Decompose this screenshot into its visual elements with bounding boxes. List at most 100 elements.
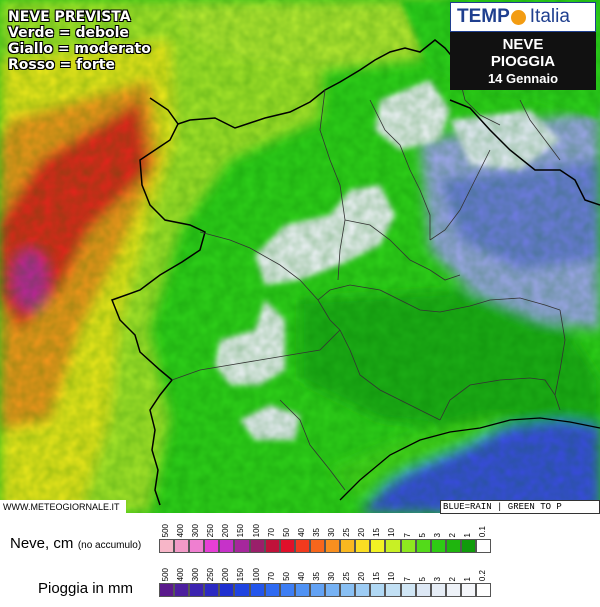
coastline (339, 417, 600, 501)
snow-scale-cell: 3 (430, 533, 446, 553)
rain-scale-cell: 40 (294, 572, 310, 597)
rain-scale-swatch (249, 583, 265, 597)
snow-scale-tick-label: 25 (342, 528, 352, 537)
title-pioggia: PIOGGIA (490, 53, 556, 70)
snow-scale-tick-label: 70 (266, 528, 276, 537)
rain-scale-tick-label: 10 (387, 572, 397, 581)
snow-scale-swatch (415, 539, 431, 553)
rain-scale-tick-label: 25 (342, 572, 352, 581)
snow-scale-swatch (340, 539, 356, 553)
snow-scale-tick-label: 15 (372, 528, 382, 537)
snow-scale-tick-label: 35 (311, 528, 321, 537)
snow-scale-cell: 20 (355, 528, 371, 553)
snow-scale-tick-label: 200 (221, 523, 231, 537)
snow-scale-tick-label: 2 (447, 532, 457, 537)
rain-scale-swatch (159, 583, 175, 597)
snow-scale-note: (no accumulo) (77, 540, 142, 551)
rain-scale-tick-label: 5 (417, 576, 427, 581)
snow-scale-tick-label: 7 (402, 532, 412, 537)
snow-scale-swatch (430, 539, 446, 553)
snow-scale-swatch (234, 539, 250, 553)
rain-scale-tick-label: 70 (266, 572, 276, 581)
snow-scale-tick-label: 3 (432, 532, 442, 537)
snow-scale-cell: 250 (204, 524, 220, 553)
snow-scale-swatch (159, 539, 175, 553)
border-west (111, 97, 206, 506)
rain-scale-swatch (400, 583, 416, 597)
map-legend: NEVE PREVISTA Verde = debole Giallo = mo… (8, 9, 151, 73)
snow-scale-cell: 400 (174, 524, 190, 553)
snow-scale-swatch (445, 539, 461, 553)
snow-color-scale: 500 400 300 250 200 150 100 70 50 40 35 30 25 20 15 10 7… (159, 524, 492, 553)
credit-link[interactable]: WWW.METEOGIORNALE.IT (0, 500, 126, 514)
rain-scale-tick-label: 2 (447, 576, 457, 581)
rain-scale-swatch (234, 583, 250, 597)
rain-scale-cell: 100 (249, 568, 265, 597)
rain-scale-cell: 25 (340, 572, 356, 597)
snow-scale-cell: 25 (340, 528, 356, 553)
rain-scale-swatch (325, 583, 341, 597)
snow-scale-swatch (174, 539, 190, 553)
snow-scale-swatch (400, 539, 416, 553)
snow-scale-cell: 5 (415, 533, 431, 553)
regional-borders (171, 79, 566, 491)
rain-scale-cell: 150 (234, 568, 250, 597)
snow-scale-swatch (264, 539, 280, 553)
rain-scale-tick-label: 7 (402, 576, 412, 581)
rain-scale-swatch (385, 583, 401, 597)
rain-scale-swatch (189, 583, 205, 597)
rain-scale-cell: 1 (460, 577, 476, 597)
brand-italia: Italia (529, 6, 570, 27)
snow-scale-swatch (279, 539, 295, 553)
snow-scale-swatch (460, 539, 476, 553)
snow-scale-swatch (325, 539, 341, 553)
rain-scale-cell: 70 (264, 572, 280, 597)
rain-scale-tick-label: 30 (327, 572, 337, 581)
rain-scale-swatch (415, 583, 431, 597)
rain-scale-swatch (370, 583, 386, 597)
snow-scale-swatch (204, 539, 220, 553)
snow-scale-tick-label: 300 (191, 523, 201, 537)
snow-scale-cell: 150 (234, 524, 250, 553)
rain-scale-cell: 3 (430, 577, 446, 597)
snow-scale-tick-label: 400 (176, 523, 186, 537)
brand-logo: TEMP Italia (450, 2, 596, 32)
snow-scale-tick-label: 0.1 (477, 525, 487, 537)
rain-scale-swatch (294, 583, 310, 597)
rain-scale-tick-label: 200 (221, 567, 231, 581)
legend-title: NEVE PREVISTA (8, 9, 131, 25)
snow-scale-cell: 50 (279, 528, 295, 553)
snow-scale-cell: 300 (189, 524, 205, 553)
rain-scale-swatch (174, 583, 190, 597)
rain-scale-cell: 5 (415, 577, 431, 597)
snow-scale-swatch (355, 539, 371, 553)
rain-scale-swatch (279, 583, 295, 597)
snow-scale-swatch (219, 539, 235, 553)
snow-scale-cell: 10 (385, 528, 401, 553)
rain-scale-cell: 35 (309, 572, 326, 597)
snow-scale-cell: 35 (309, 528, 326, 553)
snow-scale-tick-label: 10 (387, 528, 397, 537)
rain-scale-swatch (355, 583, 371, 597)
rain-scale-cell: 250 (204, 568, 220, 597)
snow-scale-swatch (370, 539, 386, 553)
snow-scale-tick-label: 1 (462, 532, 472, 537)
snow-scale-cell: 7 (400, 533, 416, 553)
rain-scale-tick-label: 300 (191, 567, 201, 581)
snow-scale-tick-label: 30 (327, 528, 337, 537)
rain-scale-tick-label: 35 (311, 572, 321, 581)
rain-scale-title: Pioggia in mm (38, 580, 133, 598)
snow-scale-tick-label: 150 (236, 523, 246, 537)
rain-scale-tick-label: 250 (206, 567, 216, 581)
rain-scale-cell: 0.2 (475, 570, 492, 597)
snow-scale-swatch (475, 539, 492, 553)
rain-color-scale: 500 400 300 250 200 150 100 70 50 40 35 30 25 20 15 10 7… (159, 568, 492, 597)
rain-note: BLUE=RAIN | GREEN TO P (440, 500, 600, 514)
snow-scale-title: Neve, cm (no accumulo) (10, 535, 141, 553)
snow-scale-cell: 70 (264, 528, 280, 553)
snow-scale-cell: 15 (370, 528, 386, 553)
snow-scale-swatch (249, 539, 265, 553)
snow-scale-cell: 2 (445, 533, 461, 553)
rain-scale-tick-label: 500 (161, 567, 170, 581)
rain-scale-cell: 200 (219, 568, 235, 597)
